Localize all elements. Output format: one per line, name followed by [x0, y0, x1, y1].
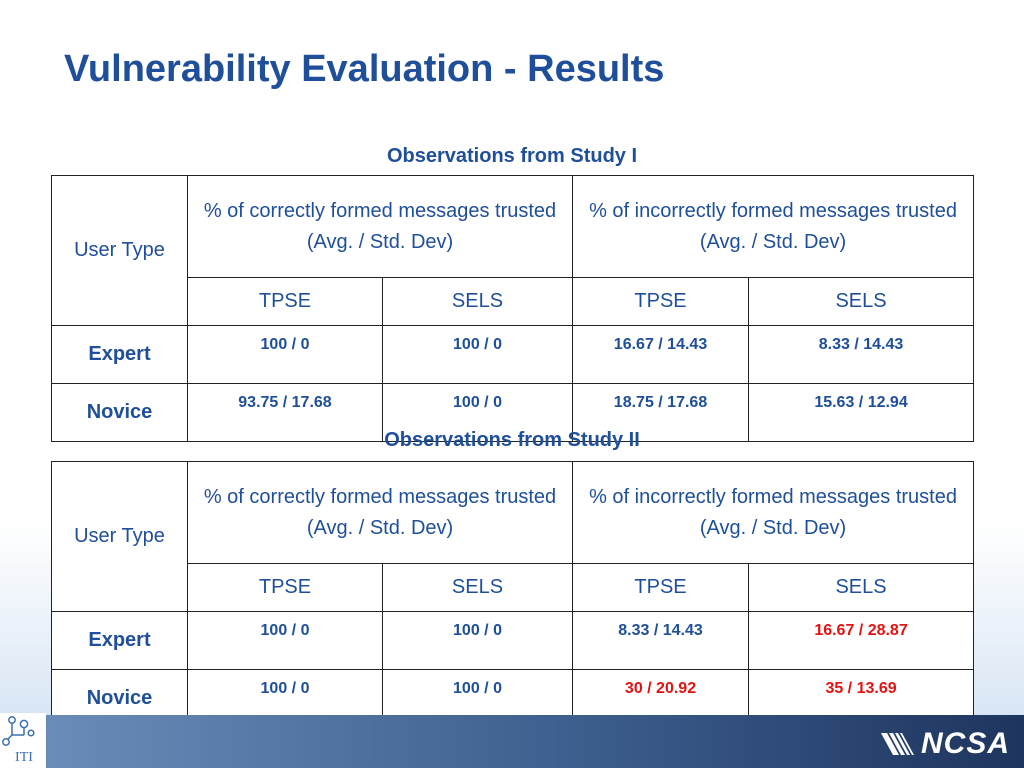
correct-messages-header: % of correctly formed messages trusted (… — [186, 461, 574, 564]
table-row: Expert 100 / 0 100 / 0 16.67 / 14.43 8.3… — [51, 325, 975, 384]
footer-bar — [0, 715, 1024, 768]
table-cell: 93.75 / 17.68 — [187, 383, 383, 442]
table-cell: 100 / 0 — [381, 325, 574, 384]
table-cell: 100 / 0 — [381, 611, 574, 670]
table-cell: 100 / 0 — [187, 325, 383, 384]
study1-table: User Type % of correctly formed messages… — [51, 175, 975, 442]
table-cell: 18.75 / 17.68 — [572, 383, 750, 442]
table-cell: 100 / 0 — [381, 383, 574, 442]
iti-logo: ITI — [0, 713, 46, 768]
table-cell: 100 / 0 — [187, 611, 383, 670]
table-row: Novice 93.75 / 17.68 100 / 0 18.75 / 17.… — [51, 383, 975, 442]
iti-logo-icon: ITI — [2, 716, 35, 765]
table-cell: 8.33 / 14.43 — [748, 325, 975, 384]
study2-caption: Observations from Study II — [384, 429, 640, 451]
subheader-sels: SELS — [381, 277, 574, 326]
subheader-tpse: TPSE — [572, 277, 750, 326]
subheader-sels: SELS — [748, 563, 975, 612]
study1-caption: Observations from Study I — [386, 145, 638, 167]
table-cell: 8.33 / 14.43 — [572, 611, 750, 670]
ncsa-logo-text: NCSA — [920, 727, 1010, 760]
ncsa-logo: NCSA — [879, 727, 1010, 761]
table-cell: 16.67 / 14.43 — [572, 325, 750, 384]
ncsa-stripes-icon — [880, 733, 914, 755]
row-label-expert: Expert — [51, 325, 188, 384]
slide-title: Vulnerability Evaluation - Results — [64, 48, 665, 90]
iti-logo-text: ITI — [15, 750, 33, 765]
subheader-tpse: TPSE — [187, 277, 383, 326]
subheader-sels: SELS — [748, 277, 975, 326]
incorrect-messages-header: % of incorrectly formed messages trusted… — [572, 461, 975, 564]
subheader-tpse: TPSE — [572, 563, 750, 612]
table-row: Expert 100 / 0 100 / 0 8.33 / 14.43 16.6… — [51, 611, 975, 670]
user-type-header: User Type — [51, 461, 188, 612]
subheader-tpse: TPSE — [187, 563, 383, 612]
table-cell-highlighted: 16.67 / 28.87 — [748, 611, 975, 670]
row-label-expert: Expert — [51, 611, 188, 670]
correct-messages-header: % of correctly formed messages trusted (… — [186, 175, 574, 278]
user-type-header: User Type — [51, 175, 188, 326]
table-cell: 15.63 / 12.94 — [748, 383, 975, 442]
incorrect-messages-header: % of incorrectly formed messages trusted… — [572, 175, 975, 278]
row-label-novice: Novice — [51, 383, 188, 442]
subheader-sels: SELS — [381, 563, 574, 612]
study2-table: User Type % of correctly formed messages… — [51, 461, 975, 728]
